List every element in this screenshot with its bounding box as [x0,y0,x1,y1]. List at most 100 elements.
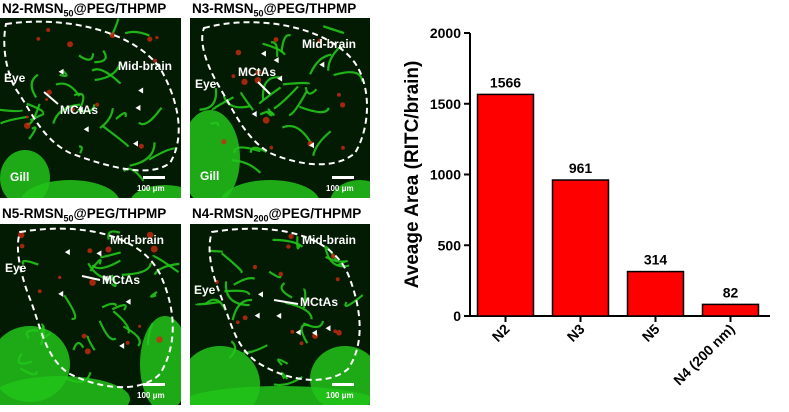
vessel-strand [268,270,282,279]
gill-label: Gill [10,170,29,184]
vessel-strand [224,289,251,296]
arrowhead-marker [295,329,301,336]
vessel-strand [324,246,350,268]
vessel-strand [99,107,114,129]
vessel-strand [258,86,282,105]
vessel-strand [0,115,28,125]
micrograph-svg: Mid-brain Eye MCtAs Gill 100 μm [190,18,370,198]
arrowhead-marker [96,250,102,257]
bar-chart-svg: 0 500 1000 1500 2000 Aveage Area (RITC/brain)… [402,25,770,388]
vessel-strand [233,146,261,154]
rhodamine-signal [46,28,51,33]
arrowhead-marker [257,291,263,298]
rhodamine-signal [330,253,336,259]
arrowhead-marker [135,104,141,111]
panel-title-subscript: 200 [253,213,269,224]
panel-title-suffix: @PEG/THPMP [73,1,167,16]
vessel-strand [195,300,221,306]
scale-bar [143,176,165,179]
vessel-strand [153,262,180,276]
rhodamine-signal [138,143,144,149]
mctas-label: MCtAs [300,295,338,309]
vessel-strand [211,96,235,112]
vessel-strand [222,95,250,109]
panel-title-prefix: N3-RMSN [192,1,254,16]
rhodamine-signal [89,279,96,286]
midbrain-dashed-outline [16,227,174,389]
vessel-strand [30,73,39,99]
rhodamine-signal [23,122,31,129]
rhodamine-signal [25,115,29,119]
vessel-strand [304,86,318,95]
bar-value-label: 961 [569,160,593,176]
arrowhead-marker [311,329,317,336]
vessel-strand [26,102,44,114]
vessel-strand [322,25,345,35]
vessel-strand [282,81,311,86]
arrowhead-marker [138,87,144,94]
vessel-strand [243,344,268,354]
panel-title-prefix: N2-RMSN [2,1,64,16]
vessel-strand [124,30,150,37]
vessel-strand [210,121,220,127]
rhodamine-signal [235,320,240,325]
vessel-strand [302,320,325,329]
rhodamine-signal [19,243,25,249]
rhodamine-signal [36,36,41,41]
rhodamine-signal [37,289,42,294]
panel-title-prefix: N4-RMSN [192,206,254,221]
scale-bar [143,383,165,386]
vessel-strand [208,249,223,253]
vessel-strand [296,236,301,250]
arrowhead-marker [319,61,325,68]
rhodamine-signal [84,348,91,355]
midbrain-label: Mid-brain [110,233,164,247]
vessel-strand [249,146,267,153]
bar-value-label: 82 [723,284,739,300]
vessel-strand [333,71,364,82]
scale-bar-label: 100 μm [137,391,165,400]
panel-title-n3: N3-RMSN50@PEG/THPMP [192,1,356,19]
vessel-strand [21,259,39,266]
tissue-blob [330,180,370,198]
vessel-strand [94,50,107,64]
rhodamine-signal [70,107,75,112]
rhodamine-signal [146,231,154,239]
vessel-strand [239,91,254,111]
bar [551,179,610,317]
vessel-strand [272,238,304,248]
micrograph-image-n3: Mid-brain Eye MCtAs Gill 100 μm [190,18,370,198]
arrowhead-marker [133,140,139,147]
scale-bar-label: 100 μm [326,391,354,400]
arrowhead-marker [58,290,64,297]
tissue-blob [310,346,370,405]
rhodamine-signal [155,36,159,40]
rhodamine-signal [241,78,248,85]
vessel-strand [122,325,141,347]
rhodamine-signal [341,145,345,150]
arrowhead-marker [273,57,279,64]
vessel-strand [102,125,130,148]
vessel-strand [112,310,130,334]
vessel-strand [111,304,127,311]
arrowhead-marker [119,342,125,349]
rhodamine-signal [317,38,323,44]
vessel-strand [146,322,154,346]
vessel-strand [25,329,39,340]
vessel-strand [233,277,256,286]
bar [701,303,760,317]
vessel-strand [72,341,85,351]
y-axis-label: Aveage Area (RITC/brain) [402,61,423,289]
rhodamine-signal [339,102,346,108]
micrograph-image-n2: Mid-brain Eye MCtAs Gill 100 μm [0,18,181,198]
vessel-strand [76,104,96,113]
mctas-arrow [257,81,271,95]
micrograph-svg: Mid-brain Eye MCtAs 100 μm [190,224,370,405]
vessel-strand [277,358,289,366]
vessel-strand [138,107,163,126]
vessel-strand [98,320,117,341]
vessel-strand [150,290,158,298]
panel-title-n4: N4-RMSN200@PEG/THPMP [192,206,361,224]
micrograph-image-n5: Mid-brain Eye MCtAs 100 μm [0,224,181,405]
vessel-strand [59,70,68,78]
